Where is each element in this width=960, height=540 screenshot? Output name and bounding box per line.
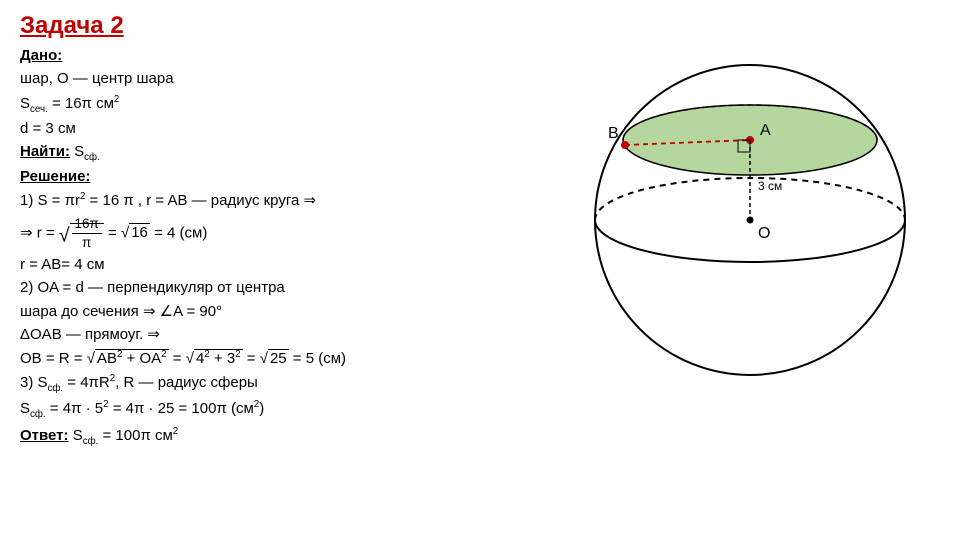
step-1: 1) S = πr2 = 16 π , r = AB — радиус круг… — [20, 190, 490, 211]
svg-text:B: B — [608, 125, 619, 142]
sphere-diagram: B A O 3 см — [570, 40, 930, 400]
step-3b: Sсф. = 4π · 52 = 4π · 25 = 100π (см2) — [20, 398, 490, 421]
given-1: шар, О — центр шара — [20, 69, 490, 89]
svg-text:3 см: 3 см — [758, 179, 782, 193]
given-2: Sсеч. = 16π см2 — [20, 93, 490, 116]
step-1b: ⇒ r = √16ππ = √16 = 4 (см) — [20, 215, 490, 252]
svg-text:A: A — [760, 122, 771, 139]
step-2a: 2) OA = d — перпендикуляр от центра — [20, 278, 490, 298]
answer: Ответ: Sсф. = 100π см2 — [20, 425, 490, 448]
step-3a: 3) Sсф. = 4πR2, R — радиус сферы — [20, 372, 490, 395]
given-label: Дано: — [20, 47, 62, 64]
find-label: Найти: — [20, 143, 70, 160]
svg-text:O: O — [758, 225, 770, 242]
given-3: d = 3 см — [20, 119, 490, 139]
problem-title: Задача 2 — [20, 12, 940, 40]
step-2d: OB = R = √AB2 + OA2 = √42 + 32 = √25 = 5… — [20, 348, 490, 369]
solution-label: Решение: — [20, 168, 90, 185]
solution-text: Дано: шар, О — центр шара Sсеч. = 16π см… — [20, 46, 490, 448]
step-1c: r = AB= 4 см — [20, 255, 490, 275]
step-2c: ΔOAB — прямоуг. ⇒ — [20, 325, 490, 345]
step-2b: шара до сечения ⇒ ∠A = 90° — [20, 302, 490, 322]
